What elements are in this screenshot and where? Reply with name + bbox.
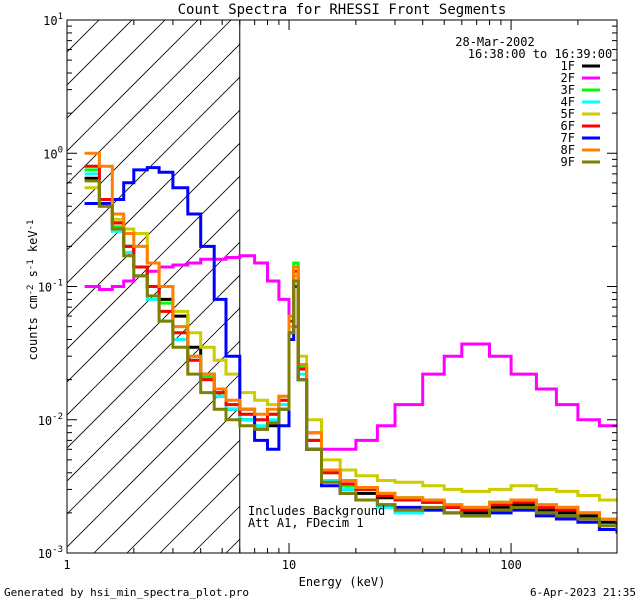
legend-label: 9F: [561, 155, 575, 169]
legend-label: 3F: [561, 83, 575, 97]
legend-label: 4F: [561, 95, 575, 109]
hatch-line: [67, 20, 199, 152]
series-line-7F: [84, 166, 617, 534]
y-tick-label: 10-1: [38, 279, 63, 295]
series-layer: [84, 151, 617, 534]
x-axis-label: Energy (keV): [299, 575, 386, 589]
x-tick-label: 100: [500, 558, 522, 572]
legend-label: 5F: [561, 107, 575, 121]
legend-label: 1F: [561, 59, 575, 73]
chart-title: Count Spectra for RHESSI Front Segments: [178, 2, 507, 18]
hatch-line: [67, 20, 232, 185]
attenuator-annotation: Att A1, FDecim 1: [248, 516, 364, 530]
hatch-line: [67, 20, 298, 251]
axis-ticks: 1 10 100 10-3 10-2 10-1 100 101: [38, 12, 618, 572]
y-tick-label: 101: [43, 12, 63, 28]
series-line-8F: [84, 151, 617, 523]
hatch-line: [67, 20, 265, 218]
legend-label: 6F: [561, 119, 575, 133]
y-tick-label: 10-2: [38, 412, 63, 428]
date-label: 28-Mar-2002: [455, 35, 534, 49]
time-range-label: 16:38:00 to 16:39:00: [468, 47, 613, 61]
legend-label: 2F: [561, 71, 575, 85]
y-tick-label: 100: [43, 145, 63, 161]
legend-label: 8F: [561, 143, 575, 157]
hatch-line: [0, 0, 93, 553]
y-axis-label: counts cm-2 s-1 keV-1: [26, 220, 40, 361]
hatch-mask: [239, 20, 617, 553]
background-annotation: Includes Background: [248, 504, 385, 518]
series-line-9F: [84, 179, 617, 530]
legend-label: 7F: [561, 131, 575, 145]
hatched-region: [0, 0, 617, 553]
x-tick-label: 10: [282, 558, 296, 572]
footer-timestamp: 6-Apr-2023 21:35: [530, 586, 636, 599]
footer-generated: Generated by hsi_min_spectra_plot.pro: [4, 586, 249, 599]
y-tick-label: 10-3: [38, 545, 63, 561]
hatch-line: [0, 0, 27, 553]
x-tick-label: 1: [63, 558, 70, 572]
hatch-line: [67, 20, 166, 119]
hatch-line: [67, 20, 100, 53]
